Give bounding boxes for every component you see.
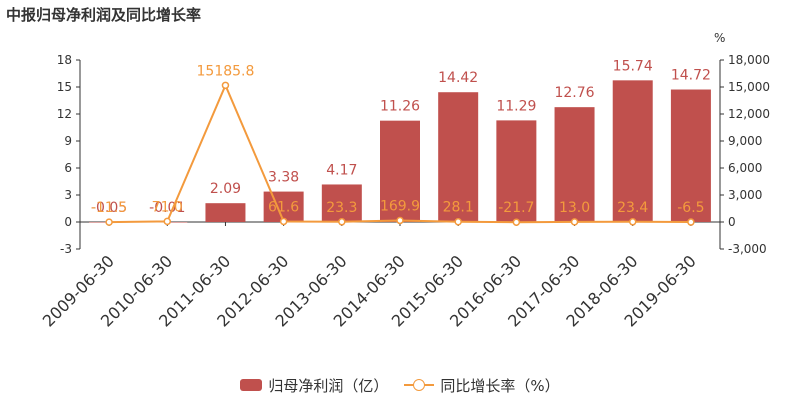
line-data-label: 15185.8 <box>197 63 255 79</box>
line-point <box>512 218 521 226</box>
line-data-label: 13.0 <box>559 200 590 216</box>
bar-data-label: 12.76 <box>554 85 594 101</box>
line-data-label: 23.3 <box>326 200 357 216</box>
bar-data-label: 3.38 <box>268 170 299 186</box>
right-tick-label: 18,000 <box>728 53 770 67</box>
bar <box>496 120 537 222</box>
bar-data-label: 4.17 <box>326 162 357 178</box>
bar-data-label: -0.05 <box>91 200 127 216</box>
right-axis-unit: % <box>714 31 725 45</box>
right-tick-label: 9,000 <box>728 134 762 148</box>
legend-item-line[interactable]: 同比增长率（%） <box>404 375 560 396</box>
line-point <box>221 81 230 90</box>
line-data-label: -11.5 <box>91 200 127 216</box>
bar <box>670 89 711 223</box>
right-tick-label: 6,000 <box>728 161 762 175</box>
left-tick-label: 0 <box>64 215 72 229</box>
bar-data-label: 11.29 <box>496 98 536 114</box>
left-tick-label: -3 <box>60 242 72 256</box>
left-tick-label: 18 <box>57 53 72 67</box>
bar-data-label: 14.72 <box>671 68 711 84</box>
left-tick-label: 3 <box>64 188 72 202</box>
right-tick-label: -3,000 <box>728 242 767 256</box>
line-data-label: 23.4 <box>617 200 648 216</box>
line-point <box>338 218 346 226</box>
bar-data-label: 2.09 <box>210 181 241 197</box>
line-data-label: 169.9 <box>380 198 420 214</box>
right-tick-label: 12,000 <box>728 107 770 121</box>
line-point <box>628 218 637 226</box>
right-tick-label: 15,000 <box>728 80 770 94</box>
bar <box>321 184 362 222</box>
bar-swatch-icon <box>240 379 263 391</box>
bar <box>612 80 653 222</box>
line-point <box>105 218 113 226</box>
line-point <box>570 218 579 226</box>
bar-data-label: -0.01 <box>149 200 185 216</box>
left-tick-label: 15 <box>57 80 72 94</box>
line-point <box>454 217 462 226</box>
left-tick-label: 12 <box>57 107 72 121</box>
legend-label-line: 同比增长率（%） <box>440 376 560 395</box>
line-point <box>163 217 172 226</box>
line-data-label: -21.7 <box>498 200 534 216</box>
legend-item-bar[interactable]: 归母净利润（亿） <box>240 375 388 396</box>
chart-title: 中报归母净利润及同比增长率 <box>6 6 202 24</box>
bar-data-label: 15.74 <box>613 58 653 74</box>
line-swatch-icon <box>404 379 435 391</box>
right-tick-label: 3,000 <box>728 188 762 202</box>
bar <box>263 191 304 222</box>
bar <box>380 120 420 222</box>
bar <box>205 203 246 222</box>
line-data-label: 71.0 <box>152 199 183 215</box>
bar <box>554 107 595 222</box>
legend: 归母净利润（亿） 同比增长率（%） <box>0 374 800 396</box>
bar <box>438 92 479 222</box>
bar-data-label: 14.42 <box>438 70 478 86</box>
bar-data-label: 11.26 <box>380 99 420 115</box>
line-point <box>687 218 695 226</box>
legend-label-bar: 归母净利润（亿） <box>268 376 389 395</box>
line-data-label: -6.5 <box>677 200 704 216</box>
right-tick-label: 0 <box>728 215 736 229</box>
line-data-label: 28.1 <box>443 200 474 216</box>
left-tick-label: 6 <box>64 161 72 175</box>
line-data-label: 61.6 <box>268 199 299 215</box>
line-point <box>279 217 288 226</box>
line-point <box>396 216 404 225</box>
left-tick-label: 9 <box>64 134 72 148</box>
